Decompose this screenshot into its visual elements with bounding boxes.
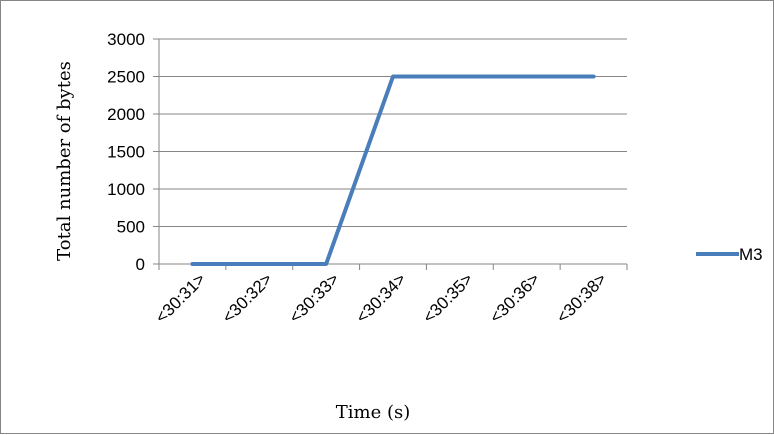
axes <box>159 39 627 270</box>
y-tick-label: 1500 <box>107 143 145 162</box>
y-tick-label: 500 <box>117 218 145 237</box>
x-axis-title: Time (s) <box>336 402 411 423</box>
x-tick-labels: <30:31><30:32><30:33><30:34><30:35><30:3… <box>152 269 611 327</box>
series-layer <box>192 76 593 264</box>
gridlines <box>153 39 627 264</box>
x-tick-label: <30:31> <box>152 269 210 327</box>
y-tick-label: 0 <box>136 255 145 274</box>
legend-label-m3: M3 <box>739 245 763 264</box>
x-tick-label: <30:38> <box>553 269 611 327</box>
x-tick-label: <30:32> <box>219 269 277 327</box>
x-tick-label: <30:33> <box>285 269 343 327</box>
x-tick-label: <30:35> <box>419 269 477 327</box>
series-line-m3 <box>192 77 593 265</box>
legend: M3 <box>696 245 763 264</box>
y-axis-title: Total number of bytes <box>54 61 75 261</box>
y-tick-label: 3000 <box>107 30 145 49</box>
y-tick-labels: 0 500 1000 1500 2000 2500 3000 <box>107 30 145 274</box>
y-tick-label: 2000 <box>107 105 145 124</box>
y-tick-label: 1000 <box>107 180 145 199</box>
y-tick-label: 2500 <box>107 68 145 87</box>
x-tick-label: <30:34> <box>352 269 410 327</box>
x-tick-label: <30:36> <box>486 269 544 327</box>
